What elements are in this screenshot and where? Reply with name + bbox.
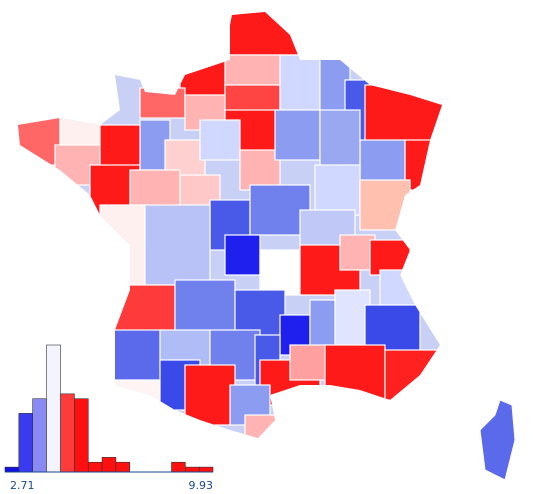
histogram-bar	[60, 393, 75, 473]
min-label: 2.71	[10, 479, 35, 492]
histogram-bar	[171, 461, 186, 473]
histogram-bar	[18, 413, 33, 473]
histogram-bar	[74, 398, 89, 473]
histogram-bar	[115, 461, 131, 473]
max-label: 9.93	[189, 479, 214, 492]
corsica	[479, 399, 516, 481]
histogram-legend: 2.71 9.93	[4, 344, 214, 492]
histogram-bar	[32, 398, 47, 473]
departments	[18, 12, 442, 438]
histogram-bar	[198, 466, 214, 473]
histogram-bar	[46, 344, 61, 473]
histogram-bar	[101, 457, 117, 473]
histogram-bar	[4, 466, 20, 473]
histogram-bar	[87, 461, 103, 473]
histogram-bar	[185, 466, 200, 473]
